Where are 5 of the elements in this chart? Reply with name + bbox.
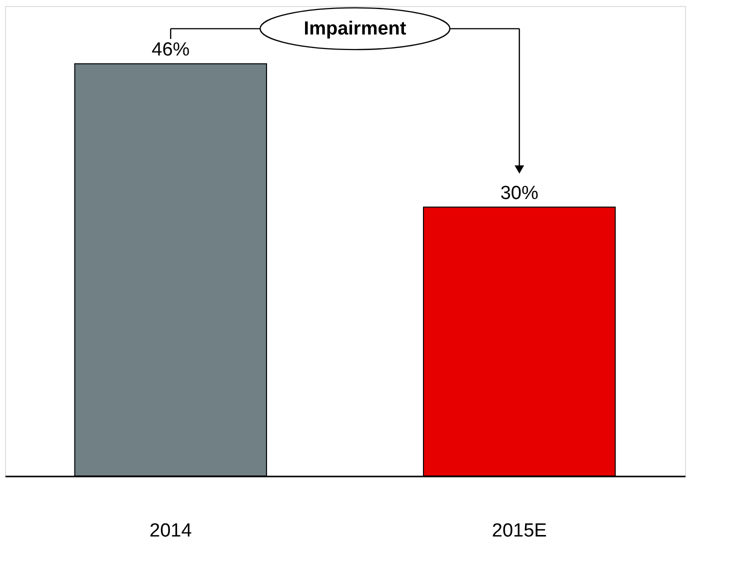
x-tick-label: 2014 [150,520,192,542]
data-label: 30% [500,183,538,204]
data-label: 46% [152,40,190,61]
text: Impairment [304,18,407,40]
x-tick-label: 2015E [492,520,547,542]
